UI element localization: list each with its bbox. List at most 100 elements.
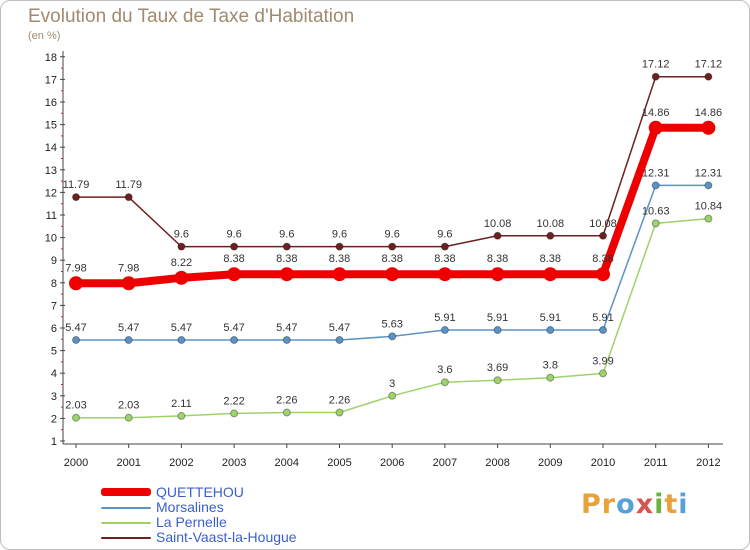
data-point-morsalines: [230, 335, 239, 344]
data-label-saint-vaast-la-hougue: 9.6: [174, 229, 189, 241]
data-label-quettehou: 8.38: [381, 253, 402, 265]
data-label-saint-vaast-la-hougue: 9.6: [385, 229, 400, 241]
data-label-quettehou: 14.86: [642, 107, 670, 119]
data-label-la-pernelle: 3.6: [437, 364, 452, 376]
y-tick-label: 12: [45, 187, 57, 199]
data-point-quettehou: [648, 120, 663, 135]
legend-label: QUETTEHOU: [156, 484, 244, 500]
data-label-quettehou: 8.38: [592, 253, 613, 265]
legend-label: Morsalines: [156, 499, 224, 515]
data-label-quettehou: 8.38: [329, 253, 350, 265]
y-tick-label: 2: [51, 413, 57, 425]
data-label-la-pernelle: 3: [389, 378, 395, 390]
data-point-quettehou: [121, 276, 136, 291]
data-point-quettehou: [701, 120, 716, 135]
data-point-la-pernelle: [335, 408, 344, 417]
data-point-morsalines: [124, 335, 133, 344]
data-label-morsalines: 5.47: [329, 322, 350, 334]
data-label-la-pernelle: 2.03: [118, 400, 139, 412]
data-point-la-pernelle: [599, 369, 607, 378]
y-tick-label: 13: [45, 165, 57, 177]
data-label-saint-vaast-la-hougue: 11.79: [63, 179, 90, 191]
data-label-la-pernelle: 2.03: [65, 400, 86, 412]
data-label-saint-vaast-la-hougue: 9.6: [226, 229, 241, 241]
data-label-quettehou: 8.38: [434, 253, 455, 265]
y-tick-label: 6: [51, 323, 57, 335]
data-label-la-pernelle: 2.11: [171, 398, 192, 410]
data-point-morsalines: [440, 326, 449, 335]
data-label-saint-vaast-la-hougue: 10.08: [537, 218, 565, 230]
data-label-saint-vaast-la-hougue: 17.12: [642, 59, 670, 71]
x-tick-label: 2006: [380, 457, 404, 469]
data-point-saint-vaast-la-hougue: [599, 231, 607, 240]
unit-label: (en %): [28, 30, 61, 42]
data-point-saint-vaast-la-hougue: [704, 72, 713, 81]
data-point-morsalines: [282, 335, 291, 344]
data-point-quettehou: [596, 267, 610, 282]
x-tick-label: 2001: [116, 457, 140, 469]
data-label-saint-vaast-la-hougue: 9.6: [279, 229, 294, 241]
data-point-saint-vaast-la-hougue: [72, 193, 80, 202]
y-tick-label: 11: [46, 210, 57, 222]
x-tick-label: 2009: [538, 457, 562, 469]
data-point-la-pernelle: [230, 409, 239, 418]
data-point-la-pernelle: [651, 219, 660, 228]
data-point-quettehou: [69, 276, 83, 291]
legend-label: Saint-Vaast-la-Hougue: [156, 529, 297, 545]
data-label-la-pernelle: 2.26: [276, 395, 297, 407]
legend-swatch: [101, 522, 151, 524]
data-point-saint-vaast-la-hougue: [546, 231, 555, 240]
data-point-la-pernelle: [388, 391, 397, 400]
x-tick-label: 2002: [169, 457, 193, 469]
data-point-la-pernelle: [282, 408, 291, 417]
x-tick-label: 2012: [696, 457, 720, 469]
x-tick-label: 2005: [327, 457, 351, 469]
data-label-la-pernelle: 2.22: [223, 395, 244, 407]
data-label-morsalines: 5.91: [592, 312, 613, 324]
data-point-saint-vaast-la-hougue: [651, 72, 660, 81]
data-point-morsalines: [72, 335, 80, 344]
data-point-la-pernelle: [440, 378, 449, 387]
data-label-quettehou: 8.38: [276, 253, 297, 265]
data-label-saint-vaast-la-hougue: 9.6: [332, 229, 347, 241]
data-label-la-pernelle: 10.63: [642, 205, 670, 217]
y-tick-label: 9: [51, 255, 57, 267]
x-tick-label: 2010: [591, 457, 615, 469]
data-point-la-pernelle: [72, 413, 80, 422]
data-label-la-pernelle: 3.99: [592, 355, 613, 367]
data-point-morsalines: [177, 335, 186, 344]
data-label-morsalines: 5.63: [381, 318, 402, 330]
data-point-la-pernelle: [177, 411, 186, 420]
data-point-quettehou: [227, 267, 242, 282]
x-tick-label: 2007: [433, 457, 457, 469]
data-point-quettehou: [174, 270, 189, 285]
y-tick-label: 3: [51, 391, 57, 403]
x-tick-label: 2008: [485, 457, 509, 469]
data-label-la-pernelle: 3.69: [487, 362, 508, 374]
data-point-saint-vaast-la-hougue: [230, 242, 239, 251]
y-tick-label: 1: [51, 436, 57, 448]
logo-text: Proxiti: [581, 489, 689, 520]
y-tick-label: 17: [45, 74, 57, 86]
x-tick-label: 2004: [275, 457, 299, 469]
legend-label: La Pernelle: [156, 514, 227, 530]
data-point-morsalines: [599, 326, 607, 335]
x-tick-label: 2000: [64, 457, 88, 469]
data-label-quettehou: 14.86: [695, 107, 723, 119]
data-label-morsalines: 5.47: [65, 322, 86, 334]
data-point-morsalines: [388, 332, 397, 341]
data-label-morsalines: 5.47: [171, 322, 192, 334]
data-label-morsalines: 5.91: [434, 312, 455, 324]
y-tick-label: 18: [45, 52, 57, 64]
data-label-morsalines: 5.47: [223, 322, 244, 334]
data-point-saint-vaast-la-hougue: [493, 231, 502, 240]
legend-swatch: [101, 488, 151, 496]
data-point-la-pernelle: [124, 413, 133, 422]
data-point-saint-vaast-la-hougue: [335, 242, 344, 251]
data-label-saint-vaast-la-hougue: 9.6: [437, 229, 452, 241]
y-tick-label: 14: [45, 142, 57, 154]
data-label-quettehou: 8.22: [171, 257, 192, 269]
data-point-quettehou: [279, 267, 294, 282]
